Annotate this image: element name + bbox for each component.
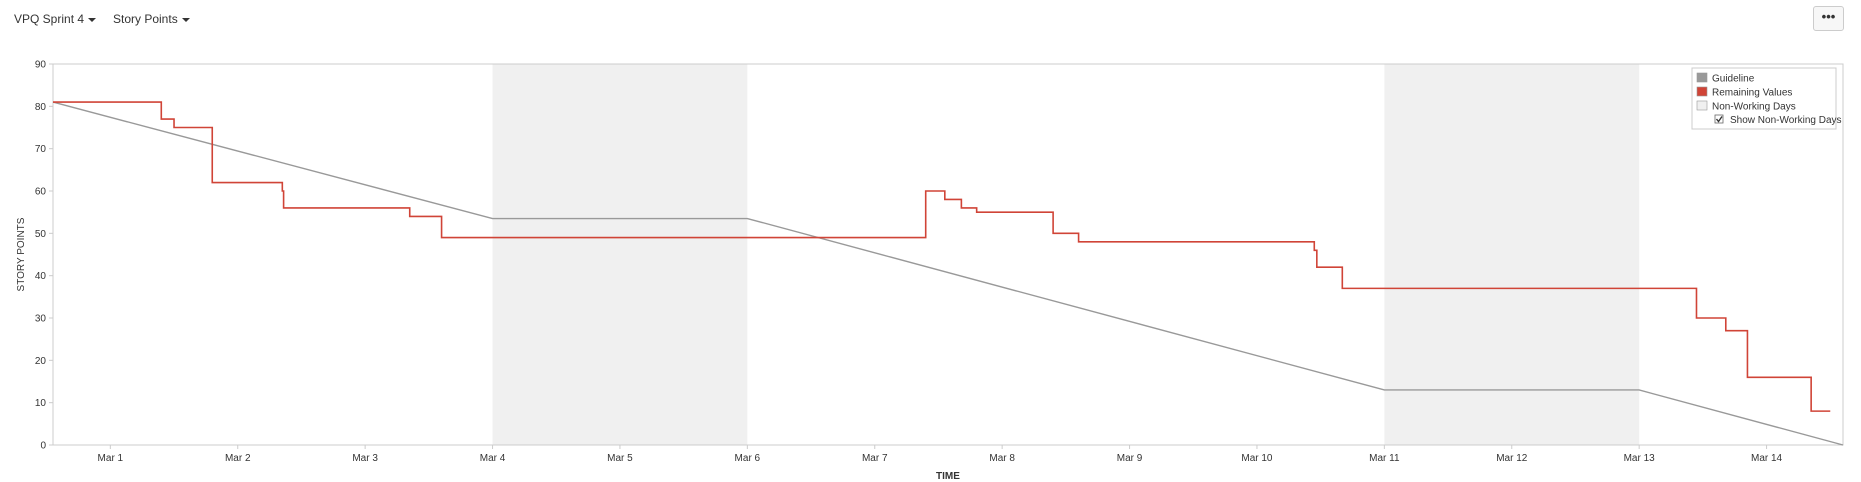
- y-tick-label: 60: [35, 187, 47, 198]
- guideline-line: [52, 101, 1844, 446]
- x-tick-label: Mar 5: [607, 453, 633, 464]
- sprint-dropdown-label: VPQ Sprint 4: [14, 12, 85, 26]
- x-tick-label: Mar 13: [1624, 453, 1656, 464]
- y-axis-title: STORY POINTS: [16, 217, 27, 291]
- y-axis: 0 10 20 30 40 50 60 70 80 90: [35, 60, 53, 452]
- y-tick-label: 80: [35, 102, 47, 113]
- more-options-button[interactable]: •••: [1813, 6, 1844, 31]
- non-working-day-band: [1384, 64, 1640, 445]
- legend-swatch: [1696, 86, 1708, 97]
- caret-down-icon: [181, 17, 190, 22]
- y-tick-label: 50: [35, 229, 47, 240]
- x-tick-label: Mar 4: [480, 453, 506, 464]
- x-axis-title: TIME: [936, 471, 960, 482]
- legend-swatch: [1696, 72, 1708, 83]
- non-working-day-band: [492, 64, 748, 445]
- checkmark-icon: [1715, 116, 1723, 123]
- y-tick-label: 0: [40, 441, 46, 452]
- x-tick-label: Mar 7: [862, 453, 888, 464]
- x-tick-label: Mar 2: [225, 453, 251, 464]
- caret-down-icon: [88, 17, 97, 22]
- show-non-working-days-checkbox[interactable]: [1714, 114, 1724, 124]
- legend-swatch: [1696, 100, 1708, 111]
- x-tick-label: Mar 9: [1117, 453, 1143, 464]
- plot-frame: [52, 63, 1844, 446]
- y-tick-label: 40: [35, 271, 47, 282]
- x-tick-label: Mar 6: [735, 453, 761, 464]
- sprint-dropdown[interactable]: VPQ Sprint 4: [14, 12, 97, 26]
- y-tick-label: 10: [35, 398, 47, 409]
- x-axis: Mar 1 Mar 2 Mar 3 Mar 4 Mar 5 Mar 6 Mar 7 Mar 8…: [98, 445, 1783, 464]
- show-non-working-days-label[interactable]: Show Non-Working Days: [1730, 115, 1842, 126]
- non-working-day-bands: [492, 64, 1640, 445]
- y-tick-label: 90: [35, 60, 47, 71]
- y-tick-label: 70: [35, 144, 47, 155]
- legend-label: Non-Working Days: [1712, 102, 1796, 113]
- y-tick-label: 20: [35, 356, 47, 367]
- x-tick-label: Mar 8: [989, 453, 1015, 464]
- x-tick-label: Mar 14: [1751, 453, 1783, 464]
- series-group: [52, 101, 1844, 446]
- metric-dropdown-label: Story Points: [113, 12, 178, 26]
- legend-label: Remaining Values: [1712, 88, 1792, 99]
- x-tick-label: Mar 1: [98, 453, 124, 464]
- chart-toolbar: VPQ Sprint 4 Story Points •••: [0, 0, 1861, 40]
- x-tick-label: Mar 11: [1369, 453, 1400, 464]
- x-tick-label: Mar 10: [1241, 453, 1273, 464]
- legend-label: Guideline: [1712, 74, 1755, 85]
- x-tick-label: Mar 12: [1496, 453, 1528, 464]
- y-tick-label: 30: [35, 314, 47, 325]
- metric-dropdown[interactable]: Story Points: [113, 12, 190, 26]
- chart-legend: Guideline Remaining Values Non-Working Day…: [1691, 67, 1842, 130]
- remaining-values-line: [53, 101, 1831, 412]
- x-tick-label: Mar 3: [352, 453, 378, 464]
